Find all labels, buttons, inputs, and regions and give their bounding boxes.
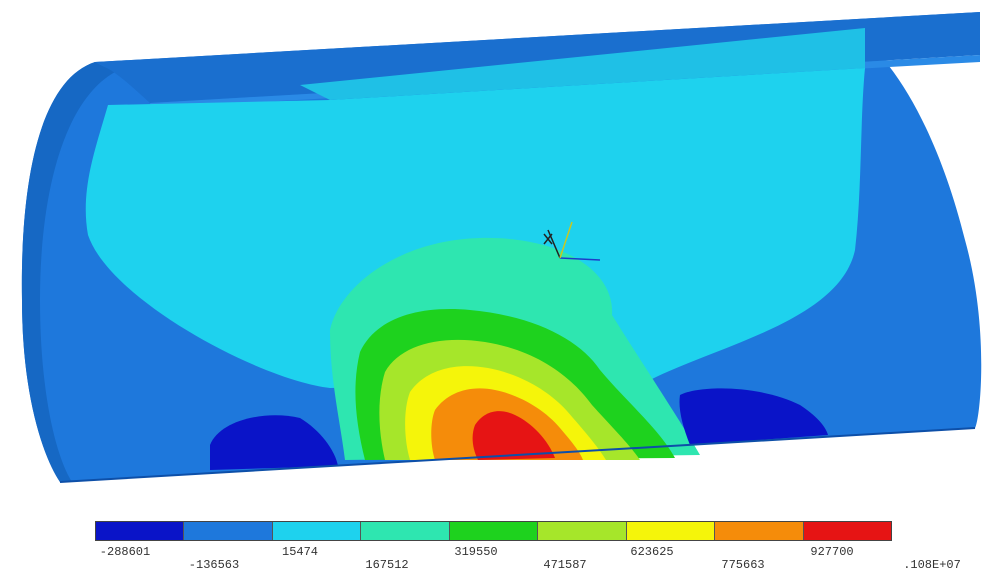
- legend-label: 927700: [810, 545, 854, 559]
- low-stress-zone-left: [210, 415, 338, 470]
- legend-label: 623625: [630, 545, 674, 559]
- legend-swatch: [361, 522, 450, 540]
- legend-swatch: [449, 522, 539, 540]
- legend-swatch: [272, 522, 362, 540]
- legend-swatch: [626, 522, 716, 540]
- legend-swatch: [803, 522, 891, 540]
- legend-swatch: [184, 522, 273, 540]
- coordinate-triad-icon: [543, 221, 601, 261]
- low-stress-zone-right: [679, 388, 828, 445]
- legend-label: 319550: [454, 545, 498, 559]
- legend-label: -136563: [188, 558, 240, 572]
- legend-swatch: [538, 522, 627, 540]
- pipe-top-edge: [95, 12, 980, 103]
- legend-label: -288601: [99, 545, 151, 559]
- legend-swatch: [715, 522, 804, 540]
- legend-label: 15474: [281, 545, 319, 559]
- contour-band-red: [472, 411, 555, 460]
- legend-label: .108E+07: [903, 558, 961, 572]
- legend-swatch: [96, 522, 185, 540]
- legend-label: 471587: [543, 558, 587, 572]
- legend-label: 775663: [721, 558, 765, 572]
- upper-cyan-band: [300, 28, 865, 100]
- contour-legend-bar: [95, 521, 892, 541]
- inner-cyan-region: [85, 68, 865, 388]
- legend-label: 167512: [365, 558, 409, 572]
- pipe-left-rim: [21, 62, 115, 482]
- pipe-bottom-edge: [59, 427, 976, 483]
